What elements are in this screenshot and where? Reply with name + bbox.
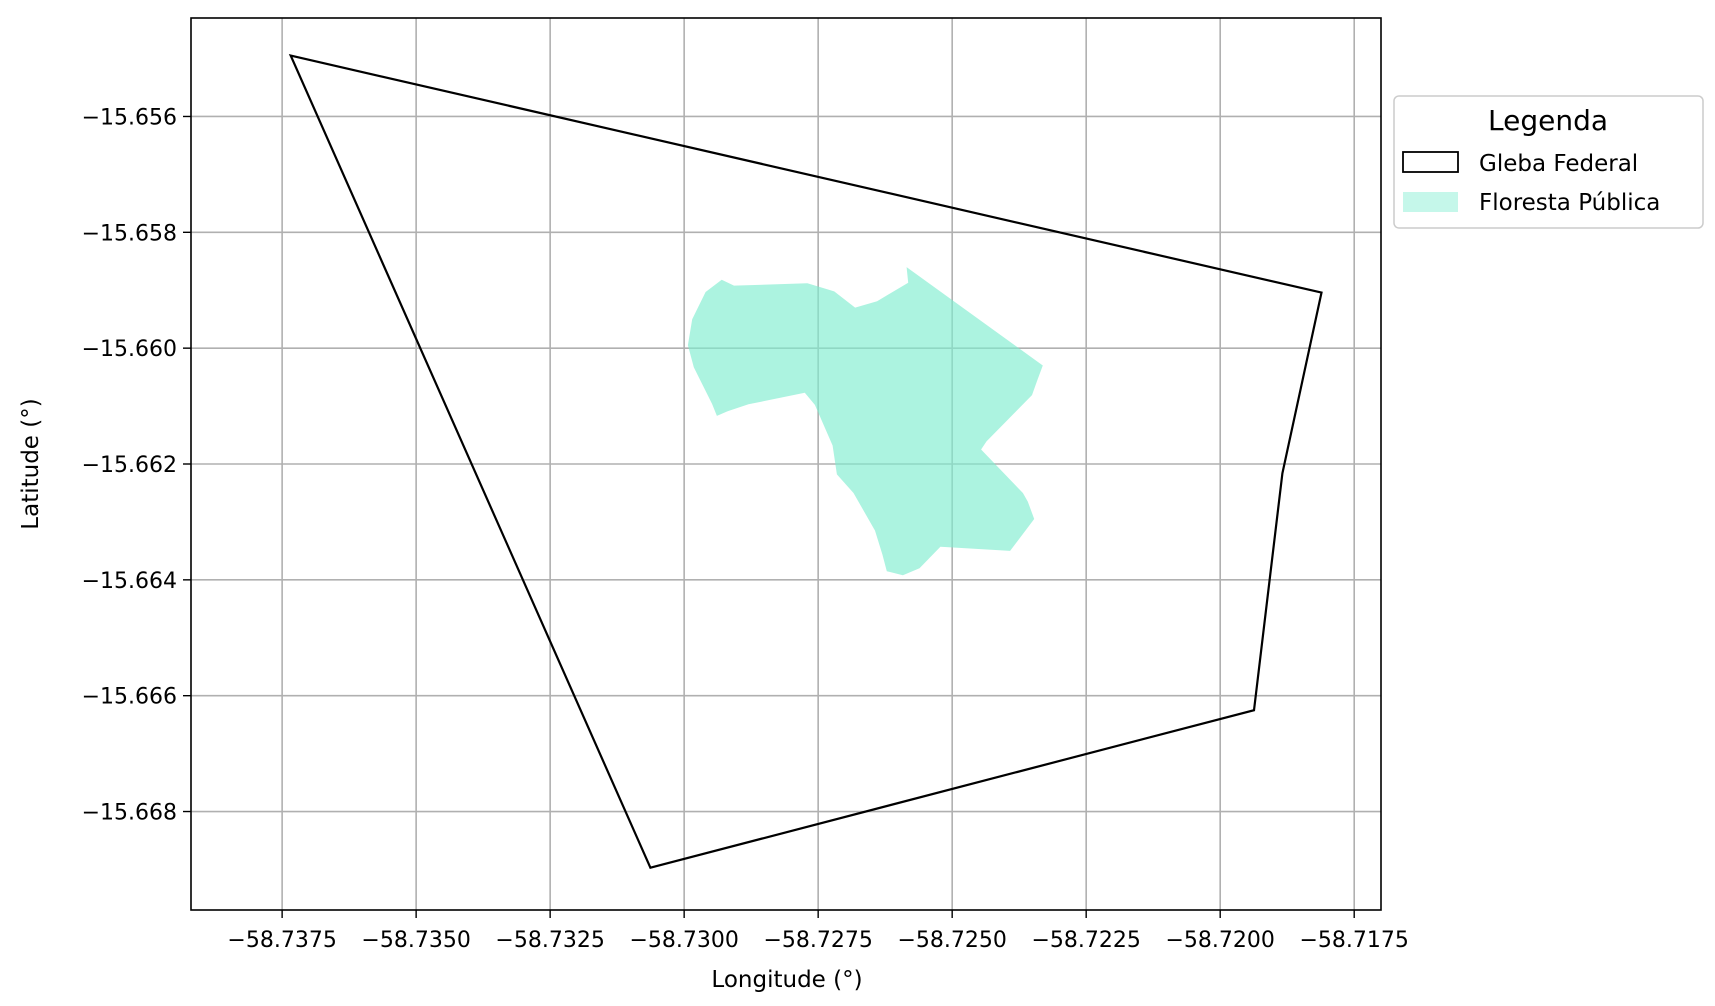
y-tick-label: −15.668 xyxy=(82,801,177,826)
y-tick-label: −15.666 xyxy=(82,685,177,710)
map-layers xyxy=(288,54,1323,870)
x-tick-label: −58.7325 xyxy=(495,928,604,953)
gleba-federal-boundary xyxy=(288,54,1323,870)
legend-frame xyxy=(1393,95,1704,229)
legend: Legenda Gleba Federal Floresta Pública xyxy=(1393,95,1704,229)
axis-ticks: −58.7375 −58.7350 −58.7325 −58.7300 −58.7275… xyxy=(82,105,1409,953)
legend-entry-gleba: Gleba Federal xyxy=(1479,151,1638,177)
x-tick-label: −58.7175 xyxy=(1299,928,1408,953)
x-tick-label: −58.7350 xyxy=(361,928,470,953)
legend-entry-floresta: Floresta Pública xyxy=(1479,190,1660,216)
legend-swatch-floresta xyxy=(1403,192,1458,212)
grid-lines xyxy=(191,18,1381,910)
x-tick-label: −58.7250 xyxy=(897,928,1006,953)
x-tick-label: −58.7375 xyxy=(227,928,336,953)
y-tick-label: −15.664 xyxy=(82,569,177,594)
x-tick-label: −58.7275 xyxy=(763,928,872,953)
y-tick-label: −15.656 xyxy=(82,105,177,130)
legend-title: Legenda xyxy=(1488,104,1608,137)
x-tick-label: −58.7225 xyxy=(1031,928,1140,953)
y-tick-label: −15.660 xyxy=(82,337,177,362)
y-tick-label: −15.662 xyxy=(82,453,177,478)
y-tick-label: −15.658 xyxy=(82,221,177,246)
y-axis-label: Latitude (°) xyxy=(18,398,44,529)
legend-swatch-gleba xyxy=(1402,151,1459,173)
x-tick-label: −58.7300 xyxy=(629,928,738,953)
x-tick-label: −58.7200 xyxy=(1165,928,1274,953)
floresta-publica-area xyxy=(687,267,1043,576)
x-axis-label: Longitude (°) xyxy=(711,967,862,993)
